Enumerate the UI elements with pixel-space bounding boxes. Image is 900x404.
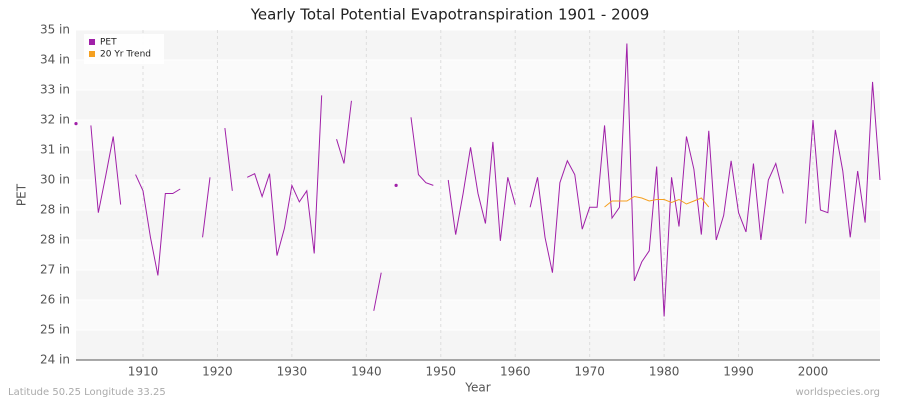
plot-background <box>76 30 880 360</box>
y-tick-label: 27 in <box>40 263 70 277</box>
point <box>74 122 78 126</box>
y-tick-label: 31 in <box>40 143 70 157</box>
band <box>76 60 880 90</box>
x-tick-label: 2000 <box>798 365 829 379</box>
x-tick-label: 1910 <box>128 365 159 379</box>
x-tick-label: 1920 <box>202 365 233 379</box>
band <box>76 330 880 360</box>
footer-left: Latitude 50.25 Longitude 33.25 <box>8 387 166 398</box>
series-line <box>604 195 710 208</box>
y-tick-label: 24 in <box>40 353 70 367</box>
y-axis-label: PET <box>15 183 29 206</box>
band <box>76 300 880 330</box>
y-tick-label: 28 in <box>40 233 70 247</box>
y-tick-label: 26 in <box>40 293 70 307</box>
y-tick-label: 35 in <box>40 23 70 37</box>
x-tick-label: 1930 <box>277 365 308 379</box>
x-tick-label: 1990 <box>723 365 754 379</box>
x-tick-label: 1980 <box>649 365 680 379</box>
band <box>76 90 880 120</box>
legend-swatch <box>89 39 95 45</box>
legend-box <box>84 34 164 64</box>
y-tick-label: 34 in <box>40 53 70 67</box>
legend: PET 20 Yr Trend <box>84 34 164 64</box>
x-tick-label: 1950 <box>426 365 457 379</box>
band <box>76 30 880 60</box>
y-tick-label: 28 in <box>40 203 70 217</box>
x-tick-label: 1940 <box>351 365 382 379</box>
legend-label: 20 Yr Trend <box>100 50 151 60</box>
footer-right: worldspecies.org <box>796 387 880 398</box>
chart-title: Yearly Total Potential Evapotranspiratio… <box>250 6 650 24</box>
band <box>76 270 880 300</box>
band <box>76 150 880 180</box>
point <box>394 183 398 187</box>
band <box>76 120 880 150</box>
y-tick-label: 33 in <box>40 83 70 97</box>
x-tick-label: 1970 <box>574 365 605 379</box>
x-axis-label: Year <box>464 381 490 395</box>
legend-label: PET <box>100 38 117 48</box>
y-tick-label: 25 in <box>40 323 70 337</box>
band <box>76 240 880 270</box>
band <box>76 210 880 240</box>
legend-swatch <box>89 51 95 57</box>
y-tick-label: 30 in <box>40 173 70 187</box>
x-tick-label: 1960 <box>500 365 531 379</box>
series-line <box>90 43 881 317</box>
y-tick-label: 32 in <box>40 113 70 127</box>
